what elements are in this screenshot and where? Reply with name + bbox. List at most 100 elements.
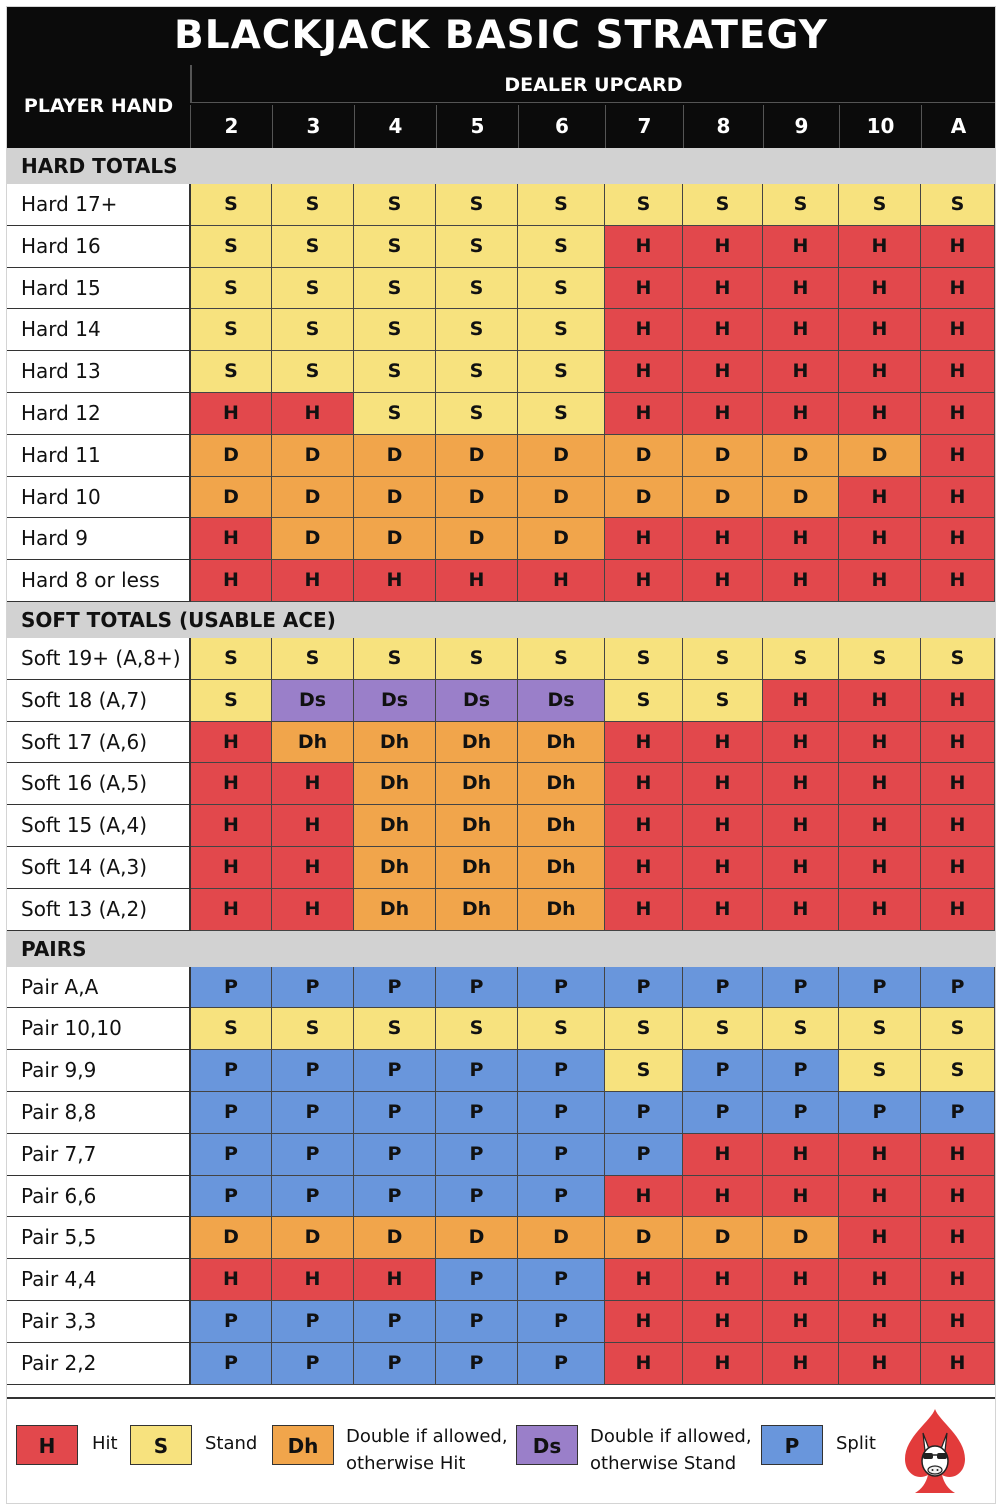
strategy-cell: H — [605, 226, 683, 268]
upcard-header-8: 8 — [683, 105, 763, 148]
strategy-cell: P — [272, 967, 354, 1008]
upcard-header-ace: A — [921, 105, 995, 148]
strategy-cell: H — [683, 722, 763, 763]
strategy-cell: H — [191, 889, 272, 931]
strategy-cell: D — [436, 518, 518, 560]
strategy-cell: P — [436, 1092, 518, 1134]
strategy-cell: H — [839, 1134, 921, 1176]
strategy-cell: D — [683, 1217, 763, 1259]
strategy-cell: H — [605, 889, 683, 931]
strategy-cell: P — [191, 1301, 272, 1343]
strategy-cell: S — [763, 638, 839, 680]
strategy-cell: S — [354, 638, 436, 680]
strategy-cell: H — [921, 226, 995, 268]
strategy-cell: H — [921, 763, 995, 805]
strategy-cell: D — [605, 477, 683, 518]
strategy-cell: H — [605, 1301, 683, 1343]
strategy-cell: H — [605, 268, 683, 309]
strategy-cell: H — [683, 351, 763, 393]
strategy-chart: BLACKJACK BASIC STRATEGY PLAYER HAND DEA… — [6, 6, 996, 1504]
strategy-cell: H — [921, 477, 995, 518]
strategy-cell: P — [518, 1176, 605, 1217]
strategy-cell: D — [272, 518, 354, 560]
row-label: Hard 9 — [7, 518, 191, 560]
legend: H Hit S Stand Dh Double if allowed, othe… — [7, 1397, 995, 1503]
strategy-cell: P — [518, 1301, 605, 1343]
strategy-cell: D — [839, 435, 921, 477]
strategy-cell: D — [518, 477, 605, 518]
strategy-cell: H — [191, 1259, 272, 1301]
spade-donkey-logo-icon — [905, 1409, 965, 1493]
strategy-cell: H — [605, 1176, 683, 1217]
legend-split-text: Split — [836, 1433, 876, 1454]
strategy-cell: H — [191, 722, 272, 763]
strategy-cell: P — [191, 1050, 272, 1092]
strategy-cell: D — [683, 435, 763, 477]
strategy-cell: D — [354, 518, 436, 560]
dealer-upcard-header: DEALER UPCARD — [190, 65, 995, 103]
strategy-cell: H — [191, 560, 272, 602]
strategy-cell: S — [921, 1008, 995, 1050]
strategy-cell: H — [763, 560, 839, 602]
section-header: SOFT TOTALS (USABLE ACE) — [7, 602, 995, 638]
strategy-cell: Dh — [354, 805, 436, 847]
strategy-cell: P — [839, 967, 921, 1008]
strategy-cell: H — [683, 226, 763, 268]
strategy-cell: S — [436, 226, 518, 268]
strategy-cell: H — [921, 435, 995, 477]
strategy-cell: D — [436, 1217, 518, 1259]
strategy-cell: P — [518, 1092, 605, 1134]
legend-double-stand-swatch: Ds — [516, 1425, 578, 1465]
strategy-cell: S — [191, 309, 272, 351]
row-label: Pair 5,5 — [7, 1217, 191, 1259]
row-label: Soft 13 (A,2) — [7, 889, 191, 931]
strategy-cell: H — [921, 268, 995, 309]
strategy-cell: Dh — [436, 847, 518, 889]
strategy-cell: H — [605, 805, 683, 847]
strategy-cell: H — [763, 680, 839, 722]
strategy-cell: D — [518, 1217, 605, 1259]
strategy-cell: H — [683, 393, 763, 435]
strategy-cell: S — [354, 184, 436, 226]
strategy-cell: P — [683, 1050, 763, 1092]
strategy-cell: P — [518, 1050, 605, 1092]
strategy-cell: Dh — [518, 763, 605, 805]
strategy-cell: S — [436, 351, 518, 393]
strategy-cell: D — [191, 477, 272, 518]
strategy-cell: H — [839, 393, 921, 435]
strategy-cell: H — [605, 1343, 683, 1385]
strategy-cell: S — [605, 638, 683, 680]
strategy-cell: Dh — [436, 805, 518, 847]
legend-split-swatch: P — [761, 1425, 823, 1465]
strategy-cell: Dh — [518, 847, 605, 889]
row-label: Hard 12 — [7, 393, 191, 435]
strategy-cell: H — [683, 805, 763, 847]
strategy-cell: H — [839, 680, 921, 722]
legend-double-hit-text: Double if allowed, otherwise Hit — [346, 1423, 508, 1477]
strategy-cell: D — [436, 435, 518, 477]
strategy-cell: P — [605, 1134, 683, 1176]
strategy-cell: H — [683, 268, 763, 309]
strategy-cell: H — [354, 560, 436, 602]
strategy-cell: H — [839, 226, 921, 268]
strategy-cell: H — [921, 1301, 995, 1343]
strategy-cell: H — [763, 1134, 839, 1176]
strategy-cell: D — [272, 435, 354, 477]
strategy-cell: S — [191, 226, 272, 268]
strategy-cell: H — [839, 847, 921, 889]
strategy-cell: H — [683, 1259, 763, 1301]
strategy-cell: S — [436, 638, 518, 680]
strategy-cell: D — [354, 435, 436, 477]
strategy-cell: P — [354, 1301, 436, 1343]
strategy-cell: S — [518, 309, 605, 351]
strategy-cell: D — [763, 477, 839, 518]
section-header: PAIRS — [7, 930, 995, 967]
strategy-cell: S — [354, 393, 436, 435]
strategy-cell: P — [191, 1134, 272, 1176]
legend-hit-swatch: H — [16, 1425, 78, 1465]
strategy-cell: P — [436, 1134, 518, 1176]
strategy-cell: H — [605, 309, 683, 351]
strategy-cell: H — [763, 268, 839, 309]
strategy-cell: S — [436, 1008, 518, 1050]
strategy-cell: H — [763, 518, 839, 560]
